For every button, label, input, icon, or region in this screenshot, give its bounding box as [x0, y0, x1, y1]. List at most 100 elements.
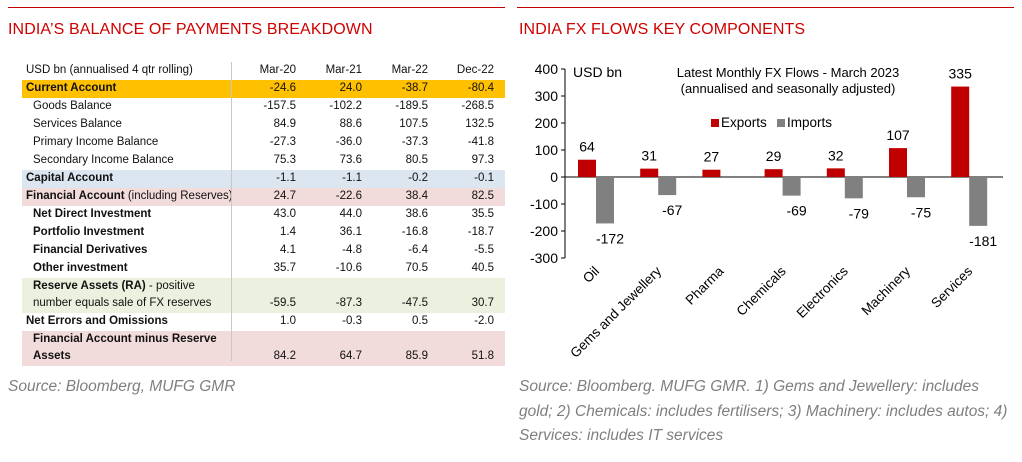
row-label-text: Primary Income Balance — [33, 136, 159, 148]
cell-value: 24.0 — [339, 82, 362, 94]
cell-value: -6.4 — [408, 244, 428, 256]
column-header: Mar-20 — [259, 64, 296, 76]
cell-value: 84.9 — [273, 118, 296, 130]
table-row: Capital Account -1.1 -1.1 -0.2 -0.1 — [22, 170, 505, 188]
row-label: Financial Account minus Reserve Assets — [22, 331, 230, 365]
cell-value: 82.5 — [471, 190, 494, 202]
bar-exports — [951, 86, 970, 177]
row-label-text: Secondary Income Balance — [33, 154, 174, 166]
cell-value: -80.4 — [467, 82, 494, 94]
cell-value: -102.2 — [329, 100, 362, 112]
bop-table: USD bn (annualised 4 qtr rolling) Mar-20 M… — [22, 62, 505, 366]
x-tick-label: Electronics — [794, 263, 851, 320]
right-panel-title: INDIA FX FLOWS KEY COMPONENTS — [519, 21, 806, 38]
cell-value: -87.3 — [335, 297, 362, 309]
bar-imports — [782, 177, 801, 196]
table-row: Secondary Income Balance 75.3 73.6 80.5 97.3 — [22, 152, 505, 170]
cell-value: -38.7 — [401, 82, 428, 94]
left-top-rule — [8, 7, 505, 8]
y-axis-unit: USD bn — [573, 64, 622, 80]
row-label-bold: Reserve Assets (RA) — [33, 280, 146, 292]
row-label: Portfolio Investment — [22, 224, 230, 241]
table-row: Services Balance 84.9 88.6 107.5 132.5 — [22, 116, 505, 134]
row-label-bold: Portfolio Investment — [33, 226, 145, 238]
cell-value: -27.3 — [269, 136, 296, 148]
cell-value: 40.5 — [471, 262, 494, 274]
cell-value: 24.7 — [273, 190, 296, 202]
cell-value: -16.8 — [401, 226, 428, 238]
legend-label-exports: Exports — [721, 115, 767, 130]
data-label: 31 — [641, 148, 657, 164]
data-label: 335 — [949, 66, 973, 82]
table-divider — [231, 62, 232, 361]
cell-value: 4.1 — [280, 244, 296, 256]
bar-exports — [640, 168, 659, 177]
data-label: 27 — [704, 149, 720, 165]
chart-subtitle: (annualised and seasonally adjusted) — [681, 81, 896, 96]
cell-value: -0.3 — [342, 315, 362, 327]
cell-value: 80.5 — [405, 154, 428, 166]
row-label: Goods Balance — [22, 98, 230, 115]
cell-value: -0.1 — [474, 172, 494, 184]
row-label: Primary Income Balance — [22, 134, 230, 151]
table-row: Financial Account minus Reserve Assets 84… — [22, 331, 505, 366]
bar-exports — [764, 169, 783, 177]
cell-value: -1.1 — [276, 172, 296, 184]
cell-value: -18.7 — [467, 226, 494, 238]
legend-label-imports: Imports — [787, 115, 832, 130]
cell-value: 107.5 — [399, 118, 428, 130]
table-row: Net Errors and Omissions 1.0 -0.3 0.5 -2.0 — [22, 313, 505, 331]
data-label: -67 — [662, 202, 682, 218]
data-label: 107 — [886, 127, 910, 143]
cell-value: 51.8 — [471, 350, 494, 362]
x-tick-label: Machinery — [858, 263, 913, 318]
cell-value: -24.6 — [269, 82, 296, 94]
row-label: Reserve Assets (RA) - positive number eq… — [22, 278, 230, 312]
cell-value: -47.5 — [401, 297, 428, 309]
table-row: Primary Income Balance -27.3 -36.0 -37.3 -41… — [22, 134, 505, 152]
cell-value: -59.5 — [269, 297, 296, 309]
row-label: Services Balance — [22, 116, 230, 133]
cell-value: 64.7 — [339, 350, 362, 362]
row-label-bold: Net Direct Investment — [33, 208, 152, 220]
y-tick-label: -300 — [530, 250, 558, 266]
data-label: -172 — [596, 230, 624, 246]
table-row: Other investment 35.7 -10.6 70.5 40.5 — [22, 260, 505, 278]
row-label-text: (including Reserves) — [124, 190, 233, 202]
column-header: Dec-22 — [456, 64, 494, 76]
data-label: -69 — [786, 203, 806, 219]
data-label: -181 — [969, 233, 997, 249]
bar-imports — [844, 177, 863, 199]
bar-imports — [907, 177, 925, 198]
table-row: Current Account -24.6 24.0 -38.7 -80.4 — [22, 80, 505, 98]
table-header: USD bn (annualised 4 qtr rolling) Mar-20 M… — [22, 62, 505, 80]
row-label: Net Direct Investment — [22, 206, 230, 223]
header-label: USD bn (annualised 4 qtr rolling) — [26, 64, 193, 76]
cell-value: -157.5 — [263, 100, 296, 112]
y-tick-label: 300 — [535, 88, 559, 104]
right-top-rule — [517, 7, 1014, 8]
bar-imports — [969, 177, 988, 226]
row-label: Financial Derivatives — [22, 242, 230, 259]
cell-value: 38.4 — [405, 190, 428, 202]
cell-value: 30.7 — [471, 297, 494, 309]
y-tick-label: 0 — [550, 169, 558, 185]
row-label-text: Goods Balance — [33, 100, 112, 112]
cell-value: 1.0 — [280, 315, 296, 327]
data-label: 32 — [828, 147, 844, 163]
cell-value: 70.5 — [405, 262, 428, 274]
row-label-text: - positive number equals sale of FX rese… — [33, 280, 212, 309]
bar-imports — [658, 177, 677, 196]
cell-value: 88.6 — [339, 118, 362, 130]
cell-value: 43.0 — [273, 208, 296, 220]
legend-swatch-exports — [711, 119, 719, 127]
cell-value: -2.0 — [474, 315, 494, 327]
y-tick-label: 100 — [535, 142, 559, 158]
cell-value: -268.5 — [461, 100, 494, 112]
row-label: Secondary Income Balance — [22, 152, 230, 169]
row-label-text: Services Balance — [33, 118, 122, 130]
cell-value: -36.0 — [335, 136, 362, 148]
y-tick-label: -100 — [530, 196, 558, 212]
row-label: Other investment — [22, 260, 230, 277]
left-panel-title: INDIA’S BALANCE OF PAYMENTS BREAKDOWN — [8, 21, 373, 38]
